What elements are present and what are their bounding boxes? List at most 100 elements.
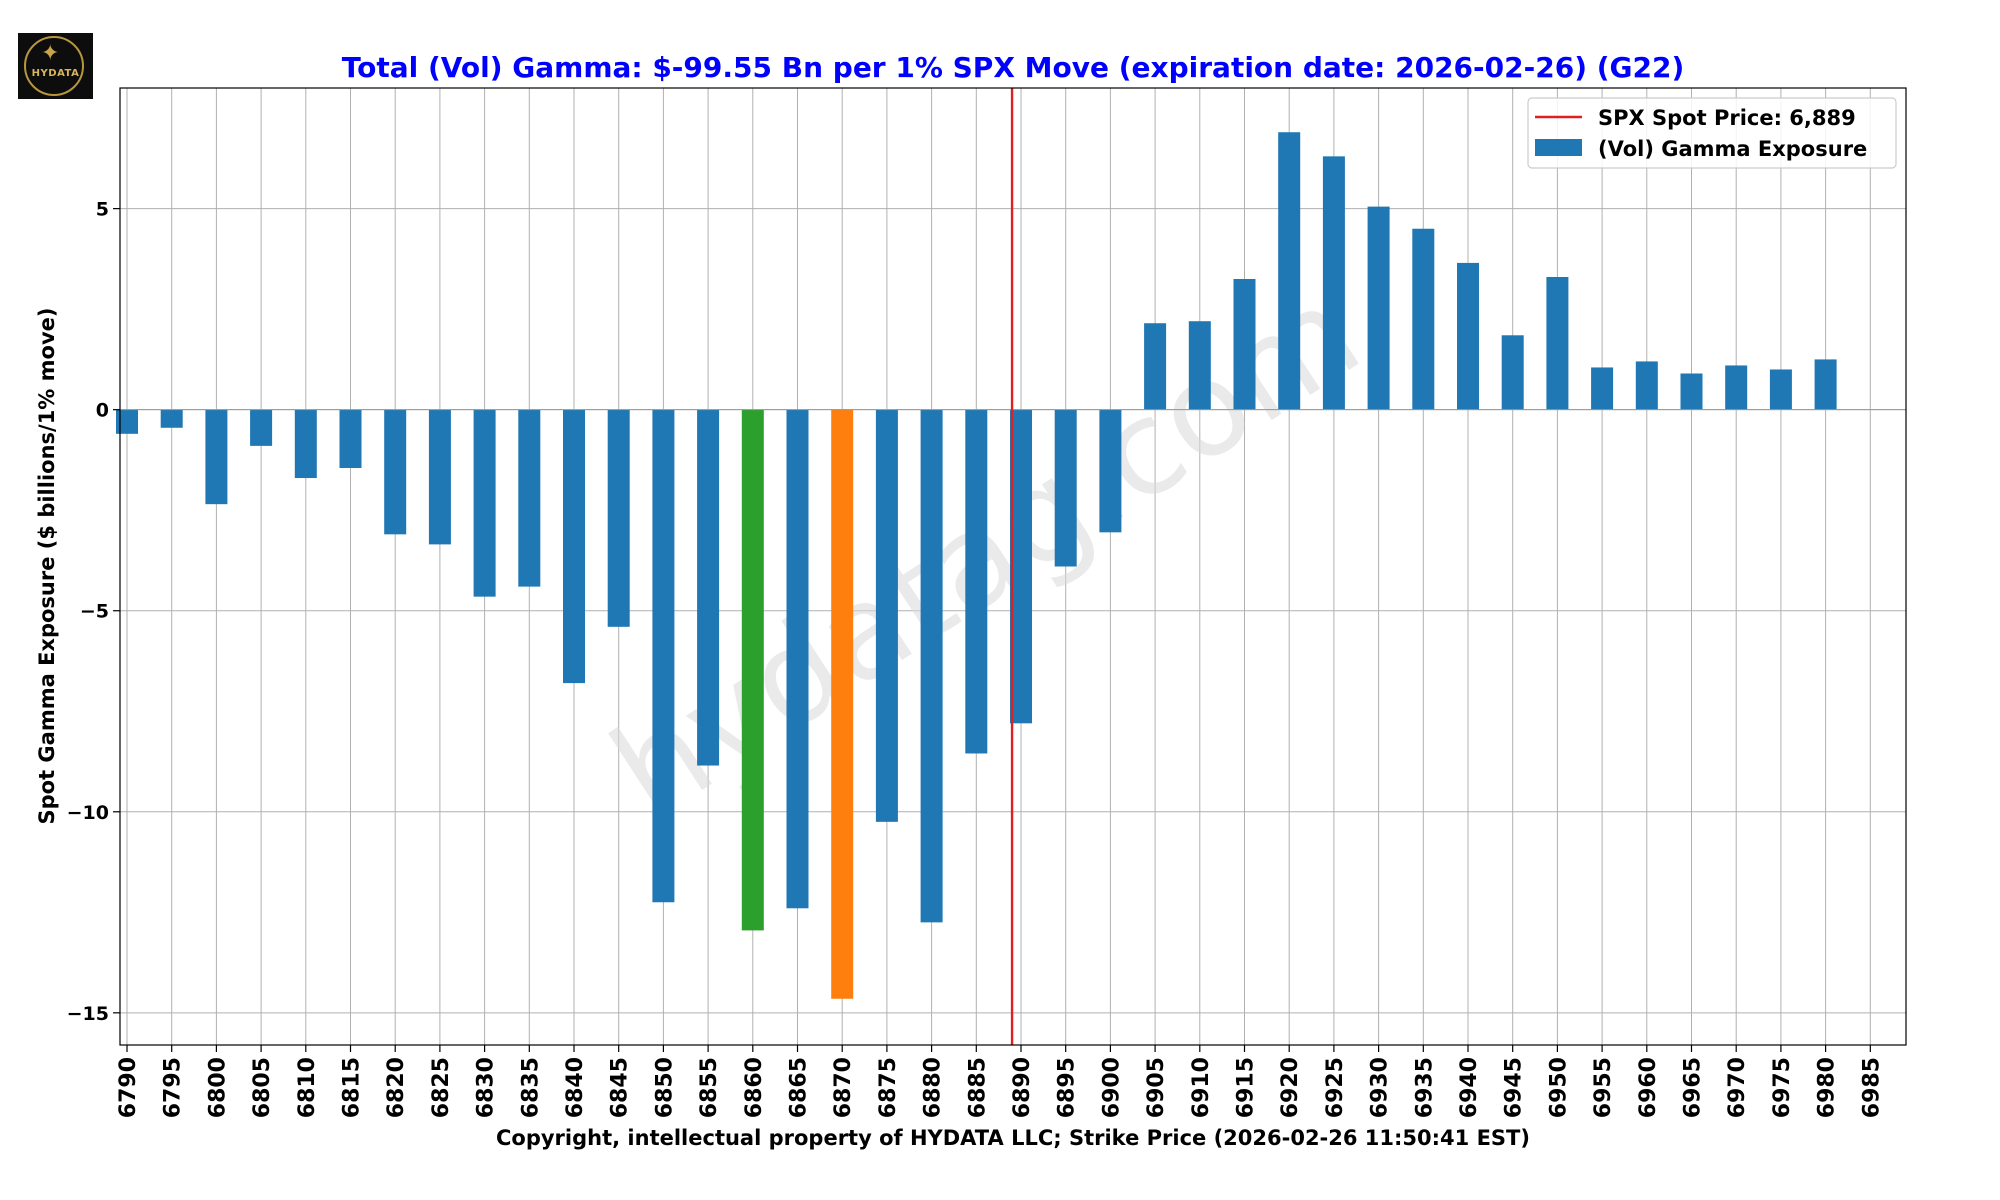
x-tick-label: 6870 [831, 1057, 856, 1118]
x-tick-label: 6955 [1591, 1057, 1616, 1118]
legend: SPX Spot Price: 6,889 (Vol) Gamma Exposu… [1527, 97, 1897, 169]
wolf-icon: ✦ [41, 41, 60, 66]
bar-6975 [1769, 369, 1792, 410]
x-tick-label: 6970 [1725, 1057, 1750, 1118]
x-tick-label: 6845 [608, 1057, 633, 1118]
legend-bar-swatch [1535, 139, 1582, 156]
x-tick-label: 6915 [1234, 1057, 1259, 1118]
x-tick-label: 6940 [1457, 1057, 1482, 1118]
bar-6960 [1635, 361, 1658, 410]
x-tick-label: 6815 [340, 1057, 365, 1118]
bar-6980 [1814, 359, 1837, 410]
x-tick-label: 6975 [1770, 1057, 1795, 1118]
bar-6830 [473, 409, 496, 597]
bar-6900 [1099, 409, 1122, 533]
bar-6860 [741, 409, 764, 931]
x-tick-label: 6830 [474, 1057, 499, 1118]
bar-6875 [875, 409, 898, 822]
logo-ring [24, 36, 84, 96]
bar-6895 [1054, 409, 1077, 567]
bar-6810 [294, 409, 317, 479]
y-axis-ticks: 5 0 −5 −10 −15 [67, 199, 120, 1025]
x-tick-label: 6930 [1368, 1057, 1393, 1118]
bar-6950 [1546, 276, 1569, 410]
chart-title: Total (Vol) Gamma: $-99.55 Bn per 1% SPX… [342, 51, 1685, 84]
x-tick-label: 6800 [205, 1057, 230, 1118]
legend-spot-label: SPX Spot Price: 6,889 [1598, 106, 1856, 130]
bar-6935 [1412, 228, 1435, 410]
y-tick-label: −10 [67, 802, 109, 824]
bar-6955 [1591, 367, 1614, 410]
x-tick-label: 6890 [1010, 1057, 1035, 1118]
bar-6945 [1501, 335, 1524, 410]
x-tick-label: 6935 [1412, 1057, 1437, 1118]
bar-6805 [250, 409, 273, 446]
x-tick-label: 6825 [429, 1057, 454, 1118]
bar-6840 [563, 409, 585, 684]
x-tick-label: 6900 [1099, 1057, 1124, 1118]
legend-bar-label: (Vol) Gamma Exposure [1598, 137, 1867, 161]
x-tick-label: 6840 [563, 1057, 588, 1118]
bar-6930 [1367, 206, 1390, 410]
bar-6790 [116, 409, 138, 434]
x-tick-label: 6920 [1278, 1057, 1303, 1118]
x-tick-label: 6835 [518, 1057, 543, 1118]
x-tick-label: 6860 [742, 1057, 767, 1118]
bar-6885 [965, 409, 988, 754]
bar-6870 [831, 409, 854, 999]
y-tick-label: 0 [96, 400, 109, 422]
bar-6880 [920, 409, 943, 923]
x-tick-label: 6985 [1859, 1057, 1884, 1118]
x-tick-label: 6885 [965, 1057, 990, 1118]
bar-6970 [1725, 365, 1748, 410]
bar-6910 [1188, 321, 1211, 410]
y-tick-label: −5 [80, 601, 109, 623]
x-tick-label: 6895 [1055, 1057, 1080, 1118]
bar-6925 [1322, 156, 1345, 410]
y-tick-label: −15 [67, 1003, 109, 1025]
x-tick-label: 6910 [1189, 1057, 1214, 1118]
bar-6905 [1144, 323, 1167, 410]
bar-6850 [652, 409, 675, 903]
bar-6920 [1278, 132, 1301, 410]
x-tick-label: 6950 [1546, 1057, 1571, 1118]
x-tick-label: 6960 [1636, 1057, 1661, 1118]
x-tick-label: 6820 [384, 1057, 409, 1118]
bar-6940 [1457, 262, 1479, 410]
x-tick-label: 6880 [921, 1057, 946, 1118]
x-tick-label: 6925 [1323, 1057, 1348, 1118]
bar-6915 [1233, 278, 1256, 410]
bar-6825 [428, 409, 451, 545]
bar-6820 [384, 409, 407, 535]
bar-6965 [1680, 373, 1703, 410]
x-tick-label: 6875 [876, 1057, 901, 1118]
x-tick-label: 6965 [1681, 1057, 1706, 1118]
bars [116, 132, 1837, 999]
x-tick-label: 6795 [161, 1057, 186, 1118]
y-axis-label: Spot Gamma Exposure ($ billions/1% move) [35, 308, 59, 825]
bar-6855 [697, 409, 720, 766]
x-tick-label: 6865 [787, 1057, 812, 1118]
x-axis-label: Copyright, intellectual property of HYDA… [496, 1126, 1530, 1150]
y-tick-label: 5 [96, 199, 109, 221]
x-tick-label: 6805 [250, 1057, 275, 1118]
bar-6890 [1010, 409, 1032, 724]
bar-6815 [339, 409, 362, 468]
x-tick-label: 6945 [1502, 1057, 1527, 1118]
plot-frame [119, 87, 1907, 1046]
x-tick-label: 6790 [116, 1057, 141, 1118]
bar-6865 [786, 409, 809, 909]
logo-text: HYDATA [31, 68, 80, 79]
x-tick-label: 6905 [1144, 1057, 1169, 1118]
x-tick-label: 6850 [652, 1057, 677, 1118]
legend-box [1527, 97, 1897, 169]
bar-6800 [205, 409, 228, 505]
x-tick-label: 6855 [697, 1057, 722, 1118]
bar-6845 [607, 409, 630, 627]
logo: ✦ HYDATA [18, 33, 93, 99]
x-tick-label: 6980 [1815, 1057, 1840, 1118]
bar-6835 [518, 409, 541, 587]
bar-6795 [160, 409, 183, 428]
x-axis-ticks: 6790 6795 6800 6805 6810 6815 6820 6825 6830 6835… [116, 1045, 1884, 1118]
